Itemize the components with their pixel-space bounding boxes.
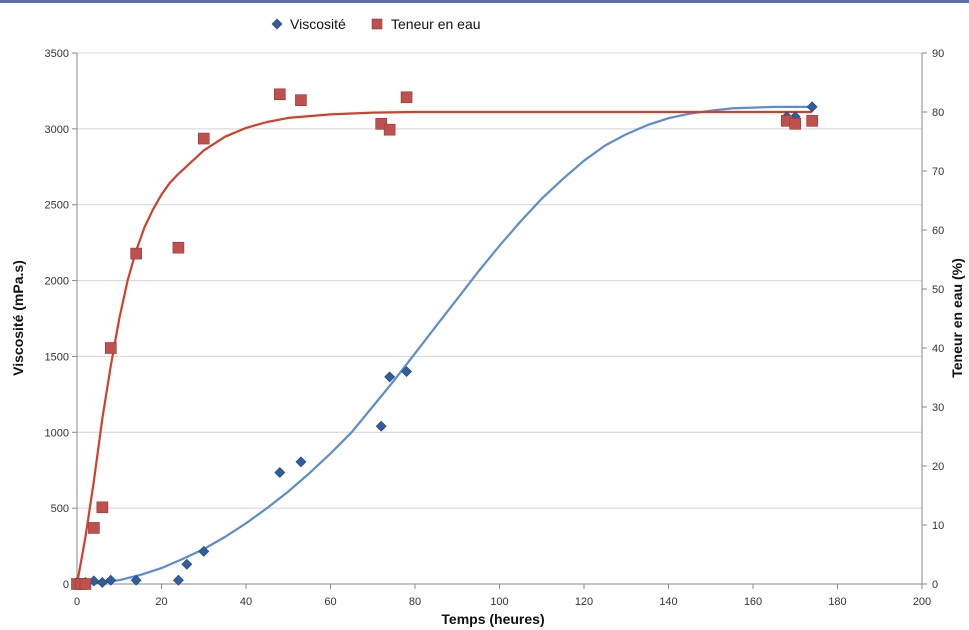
y2-tick-label: 90 — [932, 48, 944, 60]
x-tick-label: 120 — [575, 596, 593, 608]
gridlines — [77, 52, 922, 509]
viscosite-point — [295, 456, 307, 468]
viscosite-point — [181, 558, 193, 570]
viscosite-point — [172, 574, 184, 586]
y-tick-label: 2500 — [45, 200, 69, 212]
teneur-en-eau-point — [806, 115, 818, 127]
x-tick-label: 80 — [409, 596, 421, 608]
teneur-en-eau-point — [79, 578, 92, 590]
fit-line-teneur-en-eau — [75, 110, 813, 585]
y2-tick-label: 50 — [932, 284, 944, 296]
x-tick-label: 140 — [659, 596, 677, 608]
teneur-en-eau-point — [789, 118, 802, 130]
teneur-en-eau-point — [383, 123, 396, 136]
y2-tick-label: 60 — [932, 225, 944, 237]
legend-square-marker — [371, 18, 383, 30]
teneur-en-eau-point — [96, 501, 109, 514]
fit-lines — [75, 105, 813, 586]
teneur-en-eau-point — [375, 118, 388, 130]
teneur-en-eau-point — [105, 342, 117, 354]
x-tick-label: 100 — [490, 596, 508, 608]
teneur-en-eau-point — [197, 132, 210, 145]
y-tick-label: 1000 — [45, 427, 69, 439]
viscosite-point — [375, 420, 387, 432]
axes — [76, 53, 923, 585]
left-axis-ticks: 0 500 1000 1500 2000 2500 3000 3500 — [45, 48, 77, 591]
legend-label-viscosite: Viscosité — [290, 16, 346, 32]
y2-tick-label: 80 — [932, 107, 944, 119]
y2-tick-label: 40 — [932, 343, 944, 355]
viscosite-point — [384, 371, 396, 383]
x-axis-title: Temps (heures) — [441, 611, 544, 627]
teneur-en-eau-point — [295, 94, 307, 106]
y2-axis-title: Teneur en eau (%) — [949, 258, 965, 378]
teneur-en-eau-point — [130, 247, 142, 260]
fit-line-viscosite — [76, 105, 813, 586]
y2-tick-label: 20 — [932, 461, 944, 473]
y-tick-label: 2000 — [45, 276, 69, 288]
y-tick-label: 0 — [63, 579, 69, 591]
viscosite-point — [274, 467, 286, 478]
y-tick-label: 500 — [51, 503, 69, 515]
y2-tick-label: 70 — [932, 166, 944, 178]
legend: Viscosité Teneur en eau — [271, 16, 481, 32]
x-tick-label: 20 — [155, 596, 167, 608]
right-axis-ticks: 0 10 20 30 40 50 60 70 80 90 — [922, 48, 944, 591]
viscosite-point — [96, 577, 108, 588]
teneur-en-eau-point — [172, 241, 185, 254]
y-tick-label: 1500 — [45, 351, 69, 363]
viscosite-point — [105, 574, 117, 586]
y2-tick-label: 10 — [932, 520, 944, 532]
viscosite-point — [198, 545, 210, 557]
x-tick-label: 0 — [74, 596, 80, 608]
legend-label-teneur: Teneur en eau — [391, 16, 481, 32]
y2-tick-label: 0 — [932, 579, 938, 591]
top-border — [0, 0, 969, 3]
x-tick-label: 160 — [744, 596, 762, 608]
legend-diamond-marker — [271, 18, 283, 30]
y-axis-title: Viscosité (mPa.s) — [10, 260, 26, 376]
viscosite-point — [130, 574, 142, 586]
x-tick-label: 200 — [913, 596, 931, 608]
data-points — [71, 88, 818, 590]
viscosite-point — [806, 101, 818, 113]
x-tick-label: 60 — [324, 596, 336, 608]
x-tick-label: 40 — [240, 596, 252, 608]
y-tick-label: 3500 — [45, 48, 69, 60]
teneur-en-eau-point — [400, 91, 413, 104]
y-tick-label: 3000 — [45, 124, 69, 136]
x-tick-label: 180 — [828, 596, 846, 608]
y2-tick-label: 30 — [932, 402, 944, 414]
teneur-en-eau-point — [88, 522, 100, 534]
teneur-en-eau-point — [273, 88, 286, 101]
x-axis-ticks: 0 20 40 60 80 100 120 140 160 180 200 — [74, 584, 931, 608]
viscosite-point — [401, 366, 412, 378]
